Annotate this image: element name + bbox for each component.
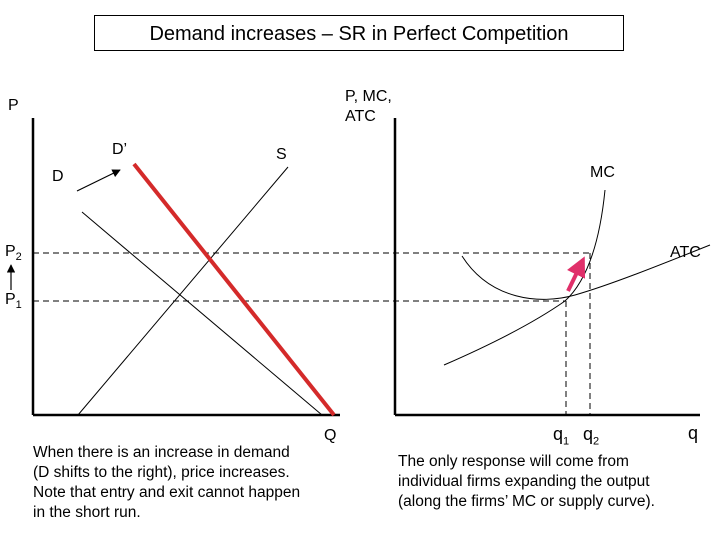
demand-label: D [52,168,64,185]
supply-label: S [276,146,287,163]
firm-y-axis-label: P, MC, ATC [345,88,392,125]
supply-curve [77,166,289,416]
q2-label: q2 [583,424,600,448]
mc-label: MC [590,164,615,181]
demand-curve [81,211,323,416]
firm-note: The only response will come from individ… [398,453,655,510]
firm-x-axis-label: q [688,423,699,443]
new-demand-curve [132,162,336,417]
title-box: Demand increases – SR in Perfect Competi… [94,15,624,51]
atc-curve [461,244,711,300]
demand-shift-arrow [76,169,121,192]
atc-label: ATC [670,244,701,261]
diagram-title: Demand increases – SR in Perfect Competi… [149,23,569,45]
market-x-axis-label: Q [324,427,337,444]
price-p1-label: P1 [5,291,22,312]
market-y-axis-label: P [8,97,19,114]
q1-label: q1 [553,424,570,448]
market-note: When there is an increase in demand (D s… [33,444,301,521]
firm-expansion-arrow [566,256,586,292]
mc-curve [443,189,606,366]
new-demand-label: D’ [112,141,128,158]
price-p2-label: P2 [5,243,22,264]
